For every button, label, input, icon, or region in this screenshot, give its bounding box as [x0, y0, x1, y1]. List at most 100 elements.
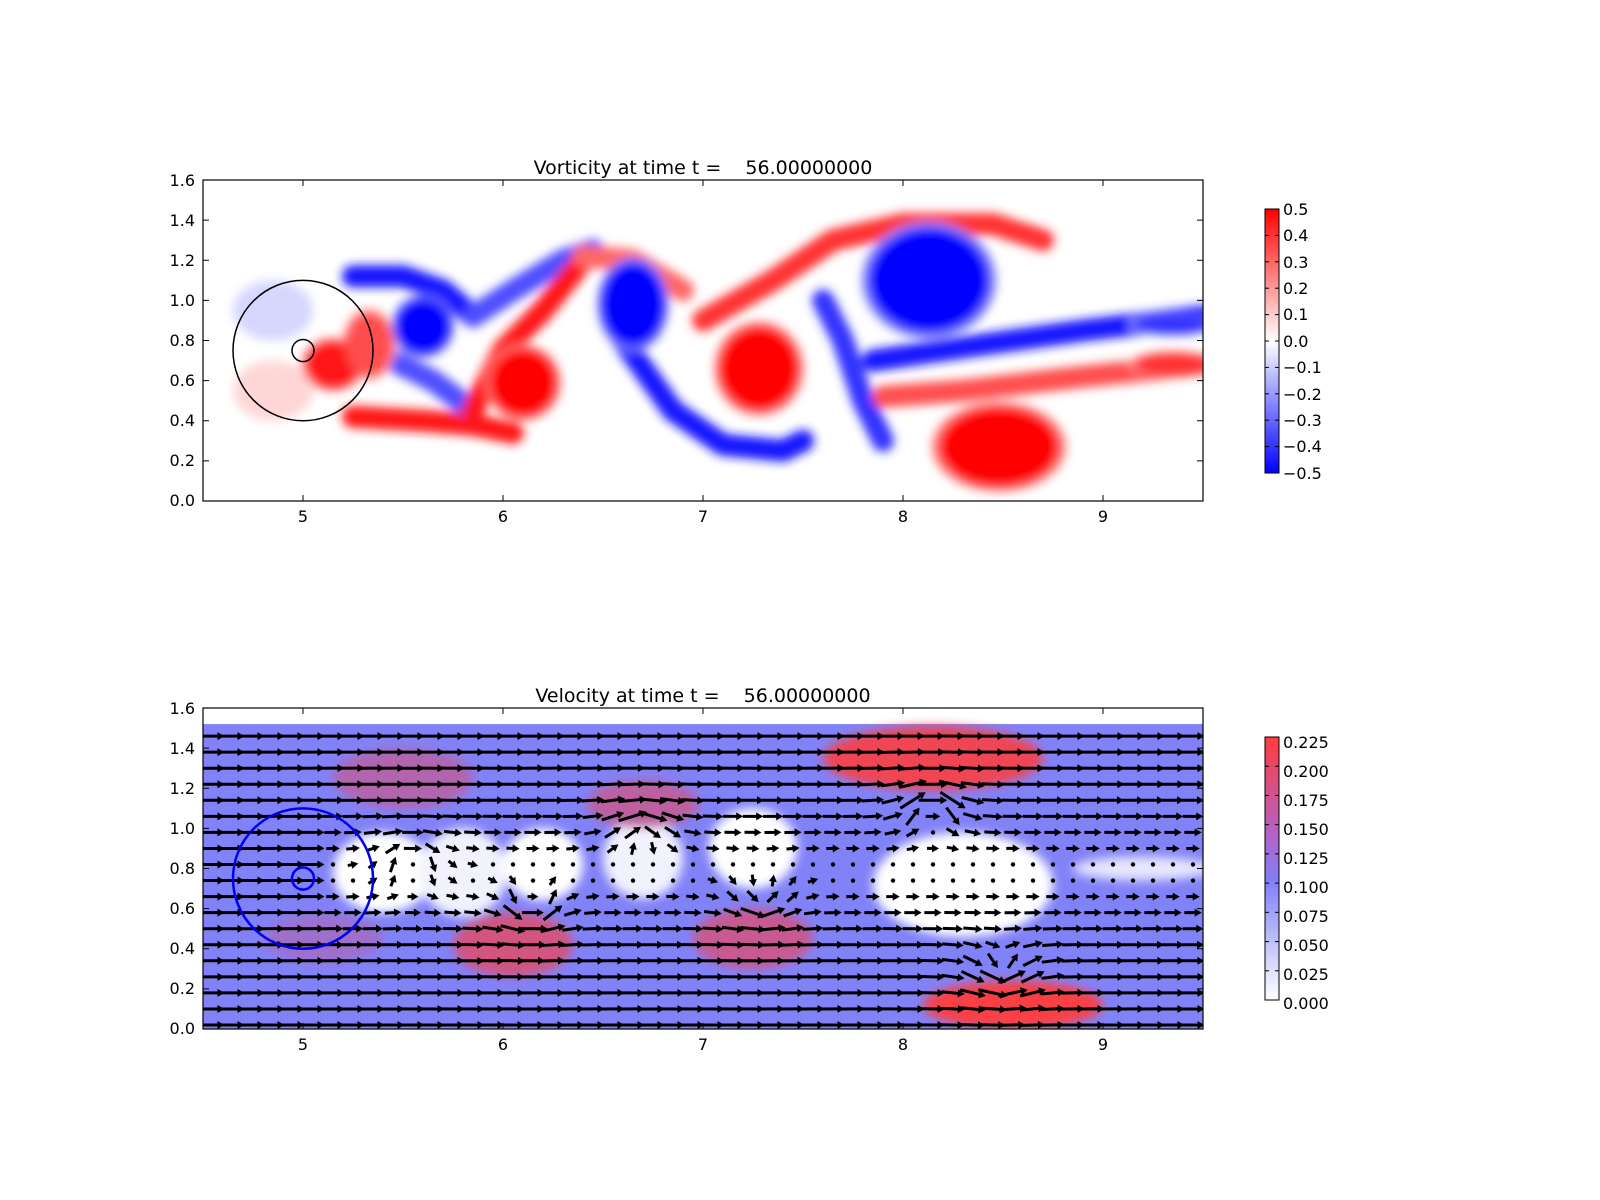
- velocity-stagnation-dot: [1190, 862, 1196, 867]
- velocity-arrow: [938, 779, 967, 790]
- velocity-arrow: [401, 764, 425, 773]
- velocity-arrow: [946, 844, 960, 853]
- velocity-arrow: [861, 796, 885, 805]
- velocity-arrow: [861, 972, 885, 981]
- velocity-arrow: [905, 807, 920, 826]
- velocity-arrow: [444, 908, 462, 917]
- velocity-arrow: [826, 844, 840, 853]
- velocity-arrow: [261, 924, 285, 933]
- velocity-stagnation-dot: [1110, 878, 1116, 883]
- velocity-arrow: [401, 1020, 425, 1029]
- velocity-arrow: [521, 748, 545, 757]
- velocity-arrow: [1005, 940, 1021, 949]
- velocity-arrow: [421, 988, 445, 997]
- velocity-arrow: [461, 1004, 485, 1013]
- velocity-arrow: [321, 732, 345, 741]
- velocity-arrow: [1022, 940, 1043, 949]
- velocity-arrow: [681, 940, 705, 949]
- velocity-arrow: [983, 924, 1003, 933]
- velocity-arrow: [959, 988, 986, 999]
- velocity-arrow: [621, 748, 645, 757]
- velocity-arrow: [581, 764, 605, 773]
- velocity-arrow: [601, 940, 625, 949]
- velocity-arrow: [804, 828, 822, 837]
- velocity-arrow: [862, 924, 884, 933]
- velocity-arrow: [221, 860, 245, 869]
- velocity-arrow: [281, 940, 305, 949]
- velocity-stagnation-dot: [890, 878, 896, 883]
- velocity-speed-region: [873, 832, 1053, 937]
- velocity-arrow: [788, 876, 797, 886]
- velocity-arrow: [541, 780, 565, 789]
- velocity-arrow: [581, 972, 605, 981]
- velocity-speed-region: [587, 780, 699, 829]
- velocity-arrow: [581, 956, 605, 965]
- velocity-arrow: [802, 924, 824, 933]
- vorticity-colorbar: 0.5 0.4 0.3 0.2 0.1 0.0 −0.1 −0.2 −0.3 −…: [1264, 200, 1322, 483]
- velocity-arrow: [721, 748, 745, 757]
- velocity-arrow: [301, 972, 325, 981]
- velocity-arrow: [221, 764, 245, 773]
- vorticity-cbar-label-0-3: 0.3: [1283, 253, 1308, 272]
- velocity-arrow: [301, 732, 325, 741]
- velocity-arrow: [1081, 1020, 1105, 1029]
- velocity-arrow: [681, 1004, 705, 1013]
- velocity-arrow: [1041, 764, 1065, 773]
- velocity-arrow: [520, 956, 546, 965]
- velocity-arrow: [921, 1004, 945, 1013]
- velocity-arrow: [1081, 732, 1105, 741]
- velocity-arrow: [382, 924, 404, 933]
- velocity-arrow: [641, 972, 665, 981]
- velocity-arrow: [841, 1020, 865, 1029]
- velocity-arrow: [520, 940, 546, 949]
- velocity-stagnation-dot: [330, 862, 336, 867]
- vorticity-blob: [395, 298, 451, 355]
- vorticity-x-tick-5: 5: [298, 507, 308, 526]
- velocity-arrow: [203, 876, 225, 885]
- velocity-arrow: [621, 988, 645, 997]
- velocity-arrow: [620, 780, 646, 789]
- velocity-arrow: [324, 908, 342, 917]
- velocity-arrow: [361, 940, 385, 949]
- velocity-arrow: [401, 748, 425, 757]
- velocity-arrow: [361, 972, 385, 981]
- velocity-arrow: [1081, 796, 1105, 805]
- velocity-arrow: [841, 764, 865, 773]
- velocity-stagnation-dot: [1170, 878, 1176, 883]
- velocity-arrow: [241, 988, 265, 997]
- velocity-stagnation-dot: [610, 862, 616, 867]
- velocity-arrow: [401, 1004, 425, 1013]
- velocity-stagnation-dot: [1070, 878, 1076, 883]
- velocity-arrow: [721, 780, 745, 789]
- velocity-stagnation-dot: [730, 862, 736, 867]
- velocity-arrow: [361, 1020, 385, 1029]
- velocity-arrow: [1141, 732, 1165, 741]
- velocity-stagnation-dot: [550, 862, 556, 867]
- velocity-arrow: [648, 841, 657, 855]
- velocity-arrow: [281, 908, 305, 917]
- velocity-arrow: [401, 956, 425, 965]
- vorticity-filament: [812, 289, 894, 452]
- velocity-arrow: [421, 732, 445, 741]
- velocity-stagnation-dot: [950, 862, 956, 867]
- velocity-stagnation-dot: [350, 878, 356, 883]
- vorticity-blob: [869, 228, 989, 333]
- velocity-arrow: [741, 732, 765, 741]
- velocity-arrow: [999, 1004, 1027, 1013]
- velocity-arrow: [1046, 844, 1060, 853]
- velocity-arrow: [960, 764, 985, 773]
- velocity-arrow: [1041, 796, 1065, 805]
- velocity-x-tick-6: 6: [498, 1035, 508, 1054]
- velocity-arrow: [881, 940, 905, 949]
- velocity-arrow: [421, 972, 445, 981]
- velocity-stagnation-dot: [990, 878, 996, 883]
- velocity-arrow: [1104, 908, 1122, 917]
- velocity-arrow: [661, 780, 685, 789]
- velocity-arrow: [443, 828, 463, 837]
- velocity-arrow: [401, 988, 425, 997]
- velocity-arrow: [221, 828, 245, 837]
- velocity-arrow: [821, 1020, 845, 1029]
- vorticity-cbar-label-neg-0-1: −0.1: [1283, 358, 1322, 377]
- velocity-arrow: [1006, 892, 1020, 901]
- velocity-arrow: [1044, 828, 1062, 837]
